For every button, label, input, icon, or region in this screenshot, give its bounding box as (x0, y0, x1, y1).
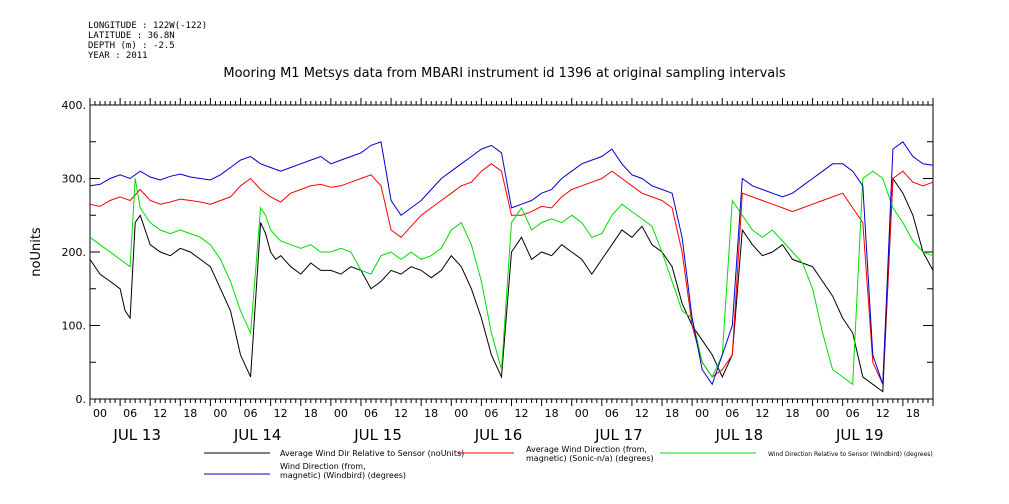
depth-text: DEPTH (m) : -2.5 (88, 41, 175, 51)
x-hour-label: 18 (304, 407, 318, 420)
x-day-label: JUL 13 (112, 426, 161, 444)
x-hour-label: 12 (755, 407, 769, 420)
series-lines (89, 141, 934, 393)
metadata-block: LONGITUDE : 122W(-122) LATITUDE : 36.8N … (88, 21, 207, 61)
x-hour-label: 00 (454, 407, 468, 420)
x-day-label: JUL 14 (233, 426, 282, 444)
legend-label-2: Average Wind Direction (from, (526, 445, 647, 454)
year-text: YEAR : 2011 (88, 51, 148, 61)
x-hour-label: 06 (725, 407, 739, 420)
legend-label-3: Wind Direction Relative to Sensor (Windb… (768, 451, 933, 458)
y-tick-label: 100. (62, 320, 87, 333)
series-line-2 (89, 163, 934, 385)
x-hour-label: 18 (424, 407, 438, 420)
y-tick-label: 200. (62, 246, 87, 259)
x-hour-label: 12 (153, 407, 167, 420)
x-hour-label: 12 (635, 407, 649, 420)
x-hour-label: 06 (364, 407, 378, 420)
y-axis-label: noUnits (29, 227, 44, 277)
x-hour-label: 18 (906, 407, 920, 420)
x-hour-label: 06 (846, 407, 860, 420)
series-line-3 (89, 170, 934, 386)
x-hour-label: 18 (785, 407, 799, 420)
x-hour-label: 12 (394, 407, 408, 420)
x-hour-label: 06 (123, 407, 137, 420)
x-day-label: JUL 16 (474, 426, 523, 444)
x-hour-label: 12 (274, 407, 288, 420)
x-hour-label: 06 (605, 407, 619, 420)
x-hour-label: 12 (876, 407, 890, 420)
legend-label-4: magnetic) (Windbird) (degrees) (280, 471, 406, 480)
x-day-label: JUL 17 (594, 426, 643, 444)
x-day-label: JUL 19 (835, 426, 884, 444)
x-hour-label: 00 (213, 407, 227, 420)
x-hour-label: 00 (575, 407, 589, 420)
series-line-1 (89, 176, 934, 393)
legend: Average Wind Dir Relative to Sensor (noU… (204, 445, 933, 480)
x-hour-label: 00 (334, 407, 348, 420)
x-hour-label: 18 (665, 407, 679, 420)
x-hour-label: 18 (545, 407, 559, 420)
x-hour-label: 18 (183, 407, 197, 420)
legend-label-1: Average Wind Dir Relative to Sensor (noU… (280, 449, 464, 458)
x-day-label: JUL 18 (715, 426, 764, 444)
x-hour-label: 12 (515, 407, 529, 420)
y-tick-label: 0. (76, 393, 87, 406)
x-hour-label: 06 (244, 407, 258, 420)
legend-label-2: magnetic) (Sonic-n/a) (degrees) (526, 454, 654, 463)
x-hour-label: 00 (695, 407, 709, 420)
x-day-label: JUL 15 (353, 426, 402, 444)
x-hour-label: 00 (816, 407, 830, 420)
chart-title: Mooring M1 Metsys data from MBARI instru… (223, 66, 786, 81)
series-line-4 (89, 141, 934, 386)
x-hour-label: 06 (484, 407, 498, 420)
axes: 0. 100. 200. 300. 400. 00 06 12 18 00 06 12 18 00 06 12… (62, 98, 934, 444)
latitude-text: LATITUDE : 36.8N (88, 31, 175, 41)
y-tick-label: 300. (62, 173, 87, 186)
legend-label-4: Wind Direction (from, (280, 462, 366, 471)
x-hour-label: 00 (93, 407, 107, 420)
y-tick-label: 400. (62, 99, 87, 112)
longitude-text: LONGITUDE : 122W(-122) (88, 21, 208, 31)
